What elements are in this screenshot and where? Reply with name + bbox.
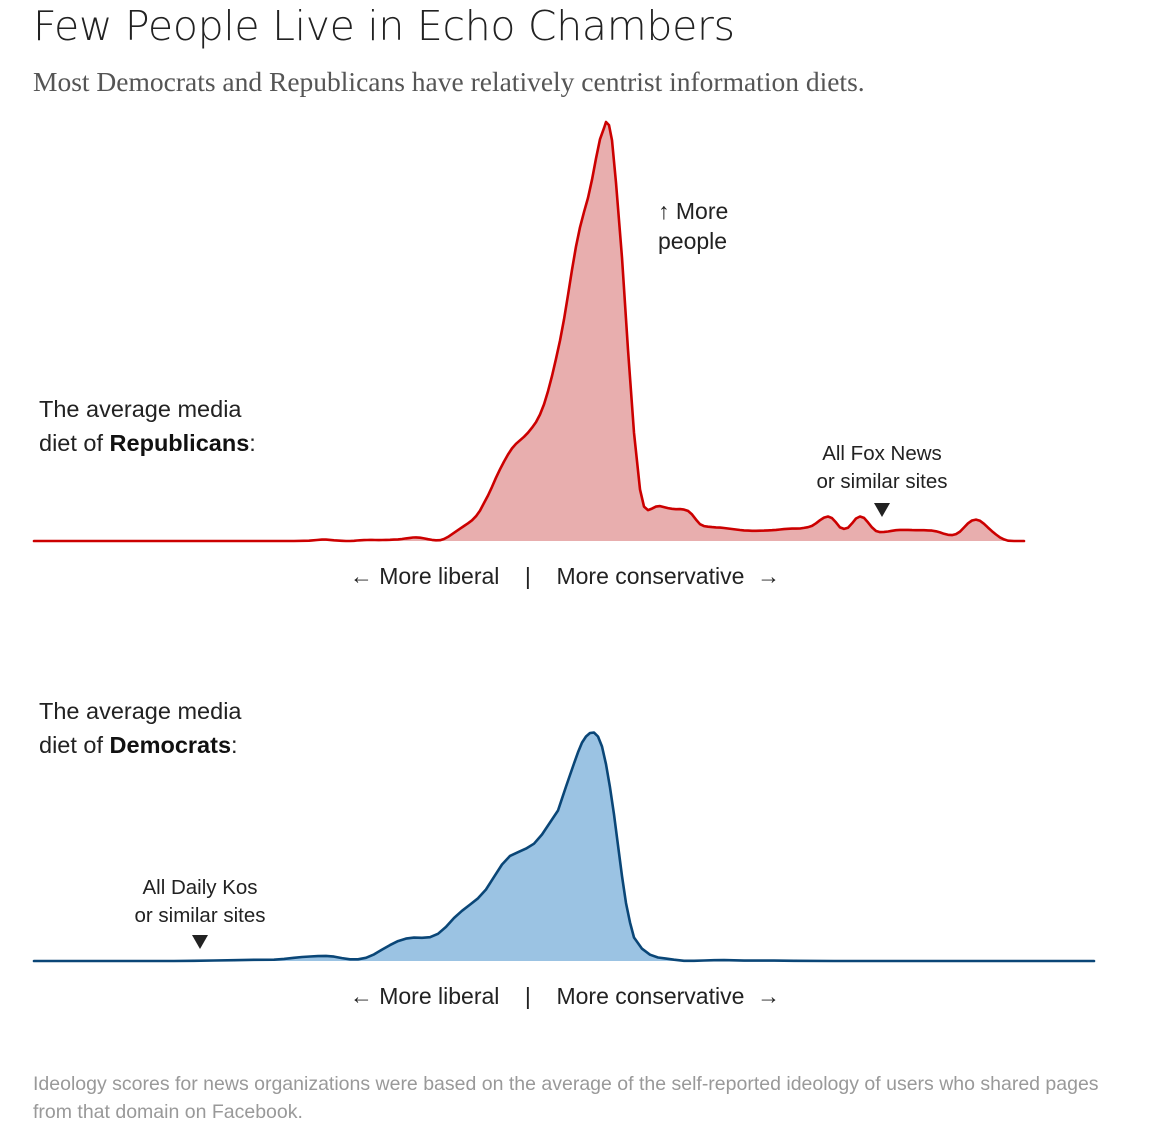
daily-kos-marker (192, 935, 208, 949)
democrats-label-prefix: diet of (39, 732, 110, 758)
daily-kos-annotation: All Daily Kos or similar sites (100, 874, 300, 930)
republicans-density-chart (32, 120, 1026, 543)
fox-news-marker (874, 503, 890, 517)
daily-kos-line2: or similar sites (134, 904, 266, 927)
fox-news-annotation: All Fox News or similar sites (782, 440, 982, 496)
republicans-axis-caption: ← More liberal | More conservative → (349, 563, 781, 589)
democrats-label-line1: The average media (39, 698, 242, 724)
democrats-density-line (32, 731, 1096, 963)
chart-title: Few People Live in Echo Chambers (33, 2, 735, 50)
daily-kos-line1: All Daily Kos (142, 876, 258, 899)
democrats-label: The average media diet of Democrats: (39, 694, 241, 762)
republicans-label-bold: Republicans (109, 430, 250, 456)
republicans-label-suffix: : (249, 430, 256, 456)
republicans-panel: The average media diet of Republicans: ↑… (0, 110, 1174, 610)
more-people-line2: people (658, 228, 728, 254)
fox-news-line2: or similar sites (816, 470, 948, 493)
republicans-label: The average media diet of Republicans: (39, 392, 256, 460)
republicans-label-prefix: diet of (39, 430, 110, 456)
republicans-label-line1: The average media (39, 396, 242, 422)
more-people-line1: ↑ More (658, 198, 729, 224)
republicans-density-line (32, 120, 1026, 543)
more-people-annotation: ↑ More people (658, 196, 728, 256)
democrats-label-bold: Democrats (109, 732, 232, 758)
democrats-axis-caption: ← More liberal | More conservative → (349, 983, 781, 1009)
footnote: Ideology scores for news organizations w… (33, 1073, 1099, 1123)
republicans-density-area (34, 122, 1024, 541)
democrats-density-area (34, 732, 1094, 961)
fox-news-line1: All Fox News (822, 442, 942, 465)
chart-subtitle: Most Democrats and Republicans have rela… (33, 66, 865, 97)
democrats-density-chart (32, 731, 1096, 963)
democrats-label-suffix: : (231, 732, 238, 758)
democrats-panel: The average media diet of Democrats: All… (0, 630, 1174, 1050)
